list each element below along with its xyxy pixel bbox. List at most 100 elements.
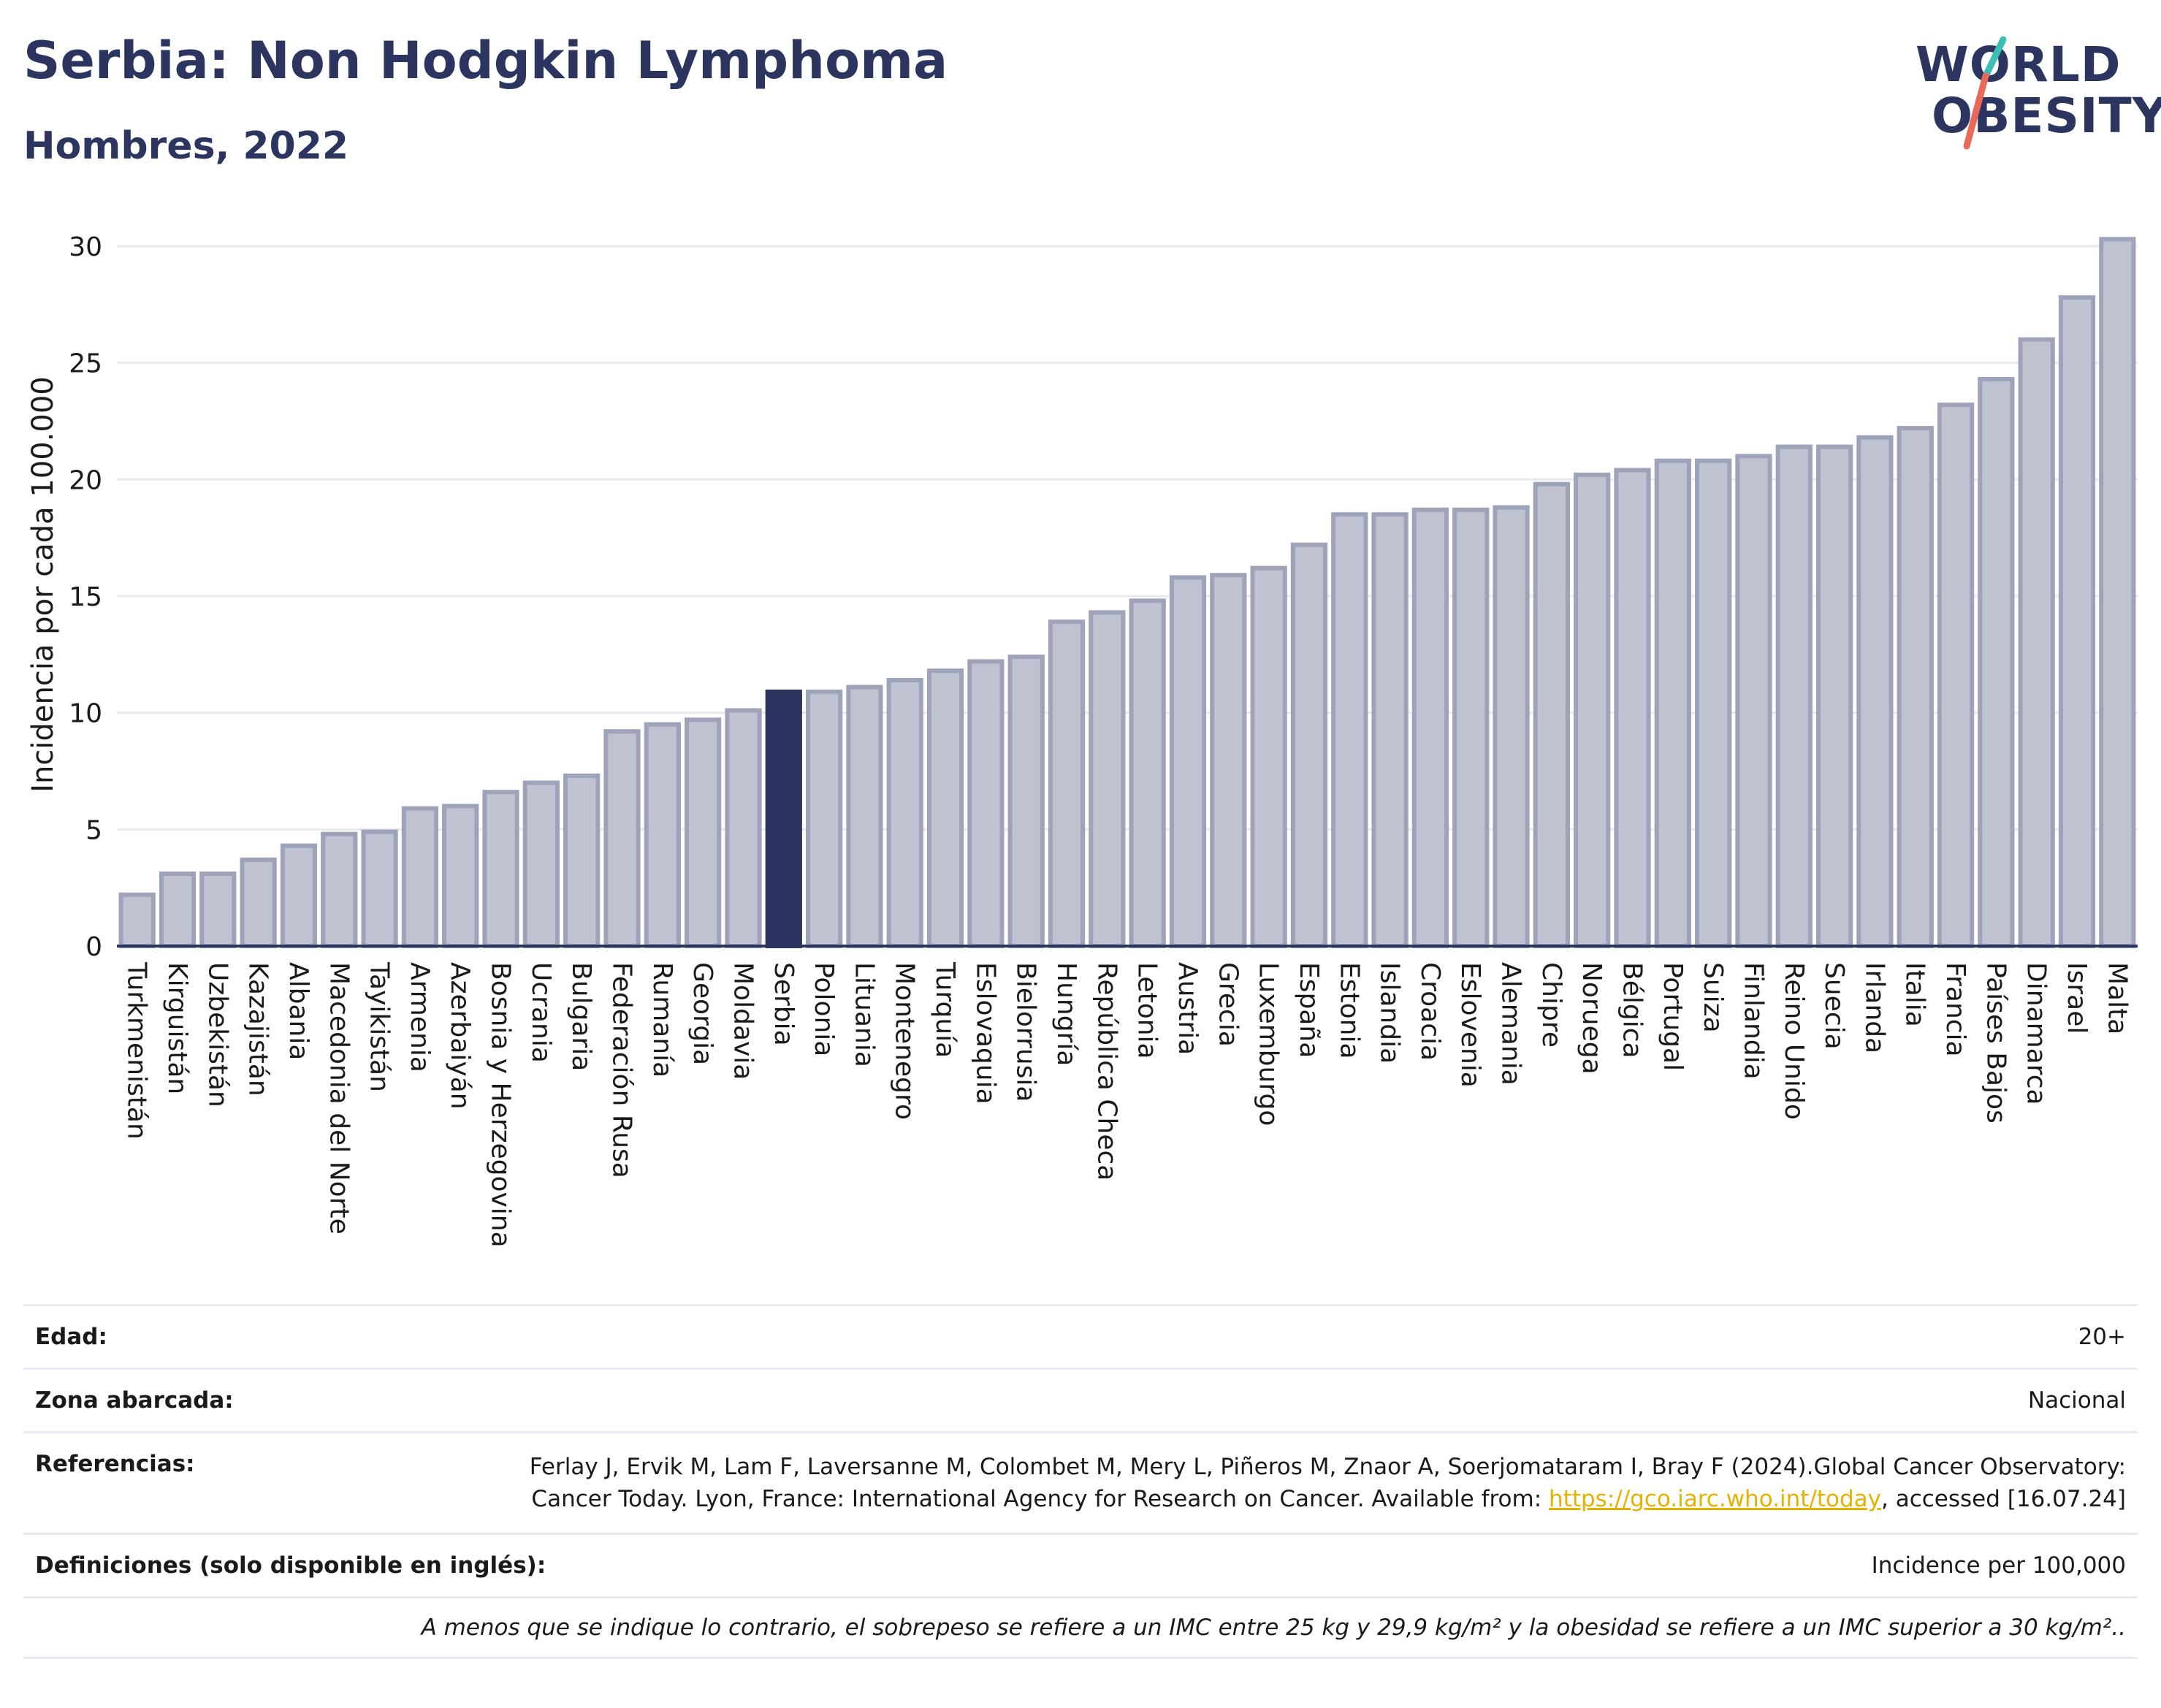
bar [2058, 295, 2096, 948]
bar [1411, 507, 1449, 948]
info-row-definitions: Definiciones (solo disponible en inglés)… [23, 1533, 2138, 1596]
bar [1250, 565, 1287, 948]
bar [1089, 610, 1126, 948]
x-tick-label: Bosnia y Herzegovina [486, 962, 516, 1248]
definitions-value: Incidence per 100,000 [1871, 1552, 2126, 1579]
bar [563, 773, 601, 948]
x-tick-label: Turquía [930, 961, 960, 1058]
bar [321, 831, 358, 948]
bar [1937, 403, 1975, 948]
x-tick-label: Bélgica [1617, 962, 1647, 1059]
x-tick-label: Azerbaiyán [445, 962, 475, 1110]
age-label: Edad: [35, 1324, 107, 1350]
world-obesity-logo: WORLD OBESITY [1899, 29, 2161, 153]
bar-chart: 0 5 10 15 20 25 30 Incidencia por cada 100.000 T… [26, 232, 2138, 1248]
x-tick-label: Kirguistán [162, 962, 192, 1094]
bar [1129, 598, 1166, 949]
x-tick-label: Eslovenia [1455, 962, 1485, 1088]
bar [1574, 472, 1611, 949]
x-tick-label: Hungría [1051, 962, 1081, 1066]
bar [240, 857, 277, 948]
zone-label: Zona abarcada: [35, 1387, 234, 1414]
info-table: Edad: 20+ Zona abarcada: Nacional Refere… [23, 1304, 2138, 1659]
x-tick-label: Serbia [769, 962, 799, 1046]
x-tick-label: Irlanda [1859, 962, 1889, 1053]
x-tick-label: Turkmenistán [122, 961, 152, 1140]
bar [725, 708, 762, 948]
references-label: Referencias: [35, 1451, 195, 1477]
bar [967, 659, 1005, 948]
x-tick-label: Dinamarca [2021, 962, 2051, 1105]
logo-slash-icon [1963, 36, 2007, 150]
bar [846, 685, 883, 948]
x-tick-label: Letonia [1132, 962, 1162, 1059]
x-tick-label: Malta [2102, 962, 2132, 1034]
x-tick-label: Bulgaria [566, 962, 596, 1071]
bar [2099, 237, 2136, 948]
y-tick-label: 20 [69, 465, 102, 495]
bar [1331, 512, 1368, 948]
references-accessed: , accessed [16.07.24] [1880, 1486, 2126, 1512]
bar [159, 872, 197, 948]
x-tick-label: Federación Rusa [607, 962, 637, 1178]
x-tick-label: Ucrania [526, 962, 556, 1063]
x-tick-label: Albania [283, 962, 313, 1060]
y-tick-label: 15 [69, 582, 102, 612]
info-row-age: Edad: 20+ [23, 1304, 2138, 1368]
x-tick-label: Uzbekistán [202, 962, 232, 1107]
x-tick-label: Noruega [1577, 962, 1607, 1075]
bar [1695, 458, 1732, 948]
bar [1048, 619, 1086, 949]
bar [442, 804, 479, 948]
bar [1533, 481, 1570, 948]
bar [644, 722, 681, 948]
bar [1007, 655, 1045, 948]
x-tick-label: Suiza [1698, 962, 1728, 1033]
x-tick-label: Francia [1940, 962, 1970, 1057]
x-tick-label: Luxemburgo [1254, 962, 1284, 1126]
x-tick-label: Italia [1900, 962, 1930, 1027]
references-link[interactable]: https://gco.iarc.who.int/today [1549, 1486, 1881, 1512]
references-value: Ferlay J, Ervik M, Lam F, Laversanne M, … [497, 1451, 2126, 1515]
bar [482, 790, 519, 949]
bar [199, 872, 237, 948]
x-tick-label: Alemania [1496, 962, 1526, 1086]
bar [1493, 505, 1530, 948]
bar [280, 843, 318, 949]
x-tick-label: Moldavia [728, 962, 758, 1080]
x-tick-label: Estonia [1334, 962, 1364, 1059]
x-tick-label: Israel [2062, 962, 2092, 1034]
x-tick-label: Rumanía [647, 962, 677, 1078]
bar [118, 892, 156, 949]
x-tick-label: Macedonia del Norte [324, 962, 354, 1235]
bar [1614, 468, 1651, 949]
age-value: 20+ [2078, 1324, 2126, 1350]
bar [2018, 337, 2055, 948]
x-tick-label: Armenia [405, 962, 435, 1072]
y-tick-label: 25 [69, 349, 102, 379]
bar [603, 729, 641, 948]
y-axis-title: Incidencia por cada 100.000 [26, 376, 60, 793]
bar [1452, 507, 1490, 948]
bar [401, 806, 439, 948]
bar [685, 717, 722, 949]
x-tick-label: Países Bajos [1981, 962, 2011, 1124]
y-tick-label: 0 [85, 932, 102, 962]
x-tick-label: Eslovaquia [970, 962, 1000, 1105]
x-tick-label: Austria [1173, 962, 1203, 1055]
x-tick-label: Kazajistán [243, 962, 273, 1097]
x-tick-label: Polonia [809, 962, 839, 1056]
logo-line1: WORLD [1916, 37, 2122, 93]
bar [926, 668, 964, 949]
bar [1290, 542, 1328, 949]
bar [1654, 458, 1691, 948]
chart-title: Serbia: Non Hodgkin Lymphoma [23, 31, 948, 91]
bar [361, 829, 398, 948]
x-tick-label: Grecia [1213, 962, 1243, 1047]
x-tick-label: República Checa [1091, 962, 1121, 1181]
bar [1735, 454, 1772, 948]
x-tick-label: Finlandia [1738, 962, 1768, 1080]
info-row-zone: Zona abarcada: Nacional [23, 1368, 2138, 1431]
bar [765, 689, 802, 948]
x-tick-label: Reino Unido [1779, 962, 1809, 1120]
